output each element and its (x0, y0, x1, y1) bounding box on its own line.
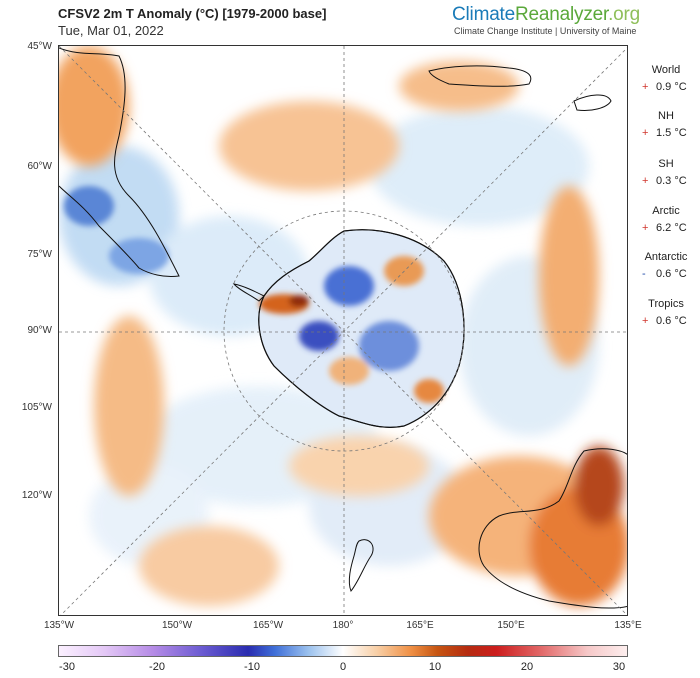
colorbar (58, 645, 628, 657)
warm-anomaly-layer (59, 46, 627, 606)
colorbar-tick: -20 (149, 661, 165, 673)
lon-label: 150°E (497, 620, 525, 631)
brand-part-2: Reanalyzer (515, 4, 609, 25)
stat-sign: + (642, 127, 649, 139)
stat-name-sh: SH (658, 158, 674, 170)
colorbar-tick: 30 (612, 661, 626, 673)
colorbar-tick: 10 (428, 661, 442, 673)
lat-label: 60°W (27, 161, 52, 172)
lat-label: 120°W (21, 490, 52, 501)
lon-label: 180° (332, 620, 354, 631)
colorbar-tick: 20 (520, 661, 534, 673)
stat-sign: - (642, 268, 646, 280)
brand-part-3: .org (608, 4, 641, 25)
lat-label: 105°W (21, 402, 52, 413)
anomaly-map-canvas (59, 46, 627, 615)
stat-value-antarctic: -0.6 °C (642, 268, 700, 280)
colorbar-tick: -10 (244, 661, 260, 673)
brand-part-1: Climate (452, 4, 516, 25)
stat-name-arctic: Arctic (652, 205, 680, 217)
map-title: CFSV2 2m T Anomaly (°C) [1979-2000 base] (58, 6, 327, 21)
graticule (59, 46, 627, 615)
coastlines (59, 47, 627, 609)
lon-label: 165°W (252, 620, 284, 631)
stat-value-tropics: +0.6 °C (642, 315, 700, 327)
lat-label: 45°W (27, 41, 52, 52)
stat-value-sh: +0.3 °C (642, 175, 700, 187)
brand-subtitle: Climate Change Institute | University of… (454, 26, 637, 36)
stat-number: 0.3 °C (656, 175, 687, 187)
stat-value-world: +0.9 °C (642, 81, 700, 93)
map-date: Tue, Mar 01, 2022 (58, 23, 164, 38)
stat-value-nh: +1.5 °C (642, 127, 700, 139)
stat-number: 0.6 °C (656, 315, 687, 327)
stat-sign: + (642, 222, 649, 234)
stat-number: 0.6 °C (656, 268, 687, 280)
stat-name-antarctic: Antarctic (644, 251, 688, 263)
stat-name-nh: NH (658, 110, 674, 122)
cold-core-west (64, 186, 169, 274)
stat-sign: + (642, 81, 649, 93)
stat-number: 0.9 °C (656, 81, 687, 93)
brand-logo[interactable]: ClimateReanalyzer.org (452, 4, 640, 26)
lon-label: 165°E (406, 620, 434, 631)
colorbar-tick: -30 (59, 661, 75, 673)
stat-name-tropics: Tropics (648, 298, 684, 310)
lon-label: 135°E (614, 620, 642, 631)
antarctica (232, 229, 465, 428)
anomaly-map (58, 45, 628, 616)
colorbar-tick: 0 (339, 661, 347, 673)
lon-label: 135°W (43, 620, 75, 631)
stat-name-world: World (651, 64, 681, 76)
stat-sign: + (642, 315, 649, 327)
stat-value-arctic: +6.2 °C (642, 222, 700, 234)
lat-label: 75°W (27, 249, 52, 260)
stat-number: 6.2 °C (656, 222, 687, 234)
lat-label: 90°W (27, 325, 52, 336)
lon-label: 150°W (161, 620, 193, 631)
stat-number: 1.5 °C (656, 127, 687, 139)
stat-sign: + (642, 175, 649, 187)
